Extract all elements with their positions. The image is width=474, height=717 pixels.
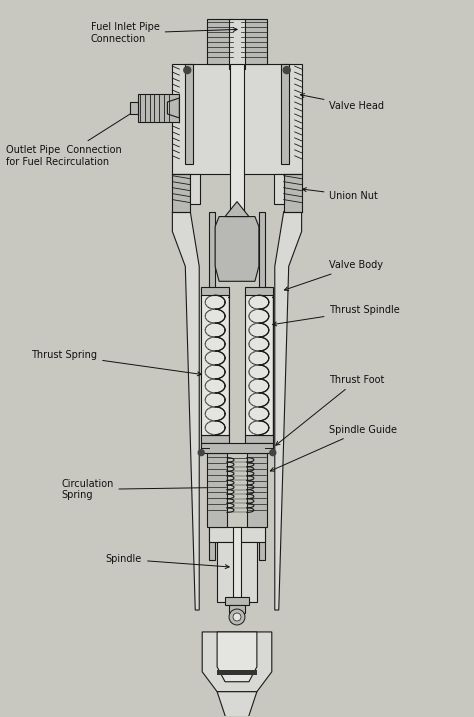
Bar [137,94,179,122]
Bar [190,174,200,204]
Polygon shape [225,201,249,217]
Text: Fuel Inlet Pipe
Connection: Fuel Inlet Pipe Connection [91,22,237,44]
Bar [284,174,301,212]
Text: Thrust Spring: Thrust Spring [31,350,201,376]
Polygon shape [167,98,179,118]
Bar [217,542,257,602]
Circle shape [283,67,290,74]
Text: Valve Body: Valve Body [284,260,383,290]
Bar [274,174,284,204]
Bar [281,64,289,163]
Bar [207,452,227,527]
Bar [247,452,267,527]
Bar [173,64,301,174]
Polygon shape [202,632,272,692]
Text: Outlet Pipe  Connection
for Fuel Recirculation: Outlet Pipe Connection for Fuel Recircul… [6,110,137,166]
Bar [229,19,245,69]
Bar [245,435,273,442]
Bar [201,288,229,298]
Bar [185,64,193,163]
Text: Nozzle
Tip: Nozzle Tip [0,716,1,717]
Text: Spindle: Spindle [106,554,229,569]
Bar [217,670,257,675]
Text: Thrust Foot: Thrust Foot [276,375,385,445]
Polygon shape [217,692,257,717]
Bar [245,288,273,298]
Text: Spindle Guide: Spindle Guide [270,424,398,471]
Bar [241,19,267,64]
Circle shape [270,450,276,455]
Bar [173,174,190,212]
Text: Union Nut: Union Nut [302,188,378,201]
Bar [245,295,273,435]
Polygon shape [173,212,199,610]
Bar [207,19,233,64]
Bar [129,102,137,114]
Circle shape [184,67,191,74]
Bar [259,212,265,560]
Bar [209,527,265,542]
Circle shape [198,450,204,455]
Bar [201,442,273,452]
Polygon shape [215,217,259,281]
Bar [225,597,249,605]
Bar [201,295,229,435]
Polygon shape [275,212,301,610]
Bar [233,527,241,617]
Bar [209,212,215,560]
Bar [229,605,245,613]
Text: Circulation
Spring: Circulation Spring [61,479,216,500]
Circle shape [229,609,245,625]
Bar [201,435,229,442]
Text: Thrust Spindle: Thrust Spindle [273,305,400,326]
Bar [202,295,228,435]
Circle shape [233,613,241,621]
Polygon shape [217,632,257,682]
Bar [230,64,244,253]
Text: Valve Head: Valve Head [301,94,384,111]
Bar [246,295,272,435]
